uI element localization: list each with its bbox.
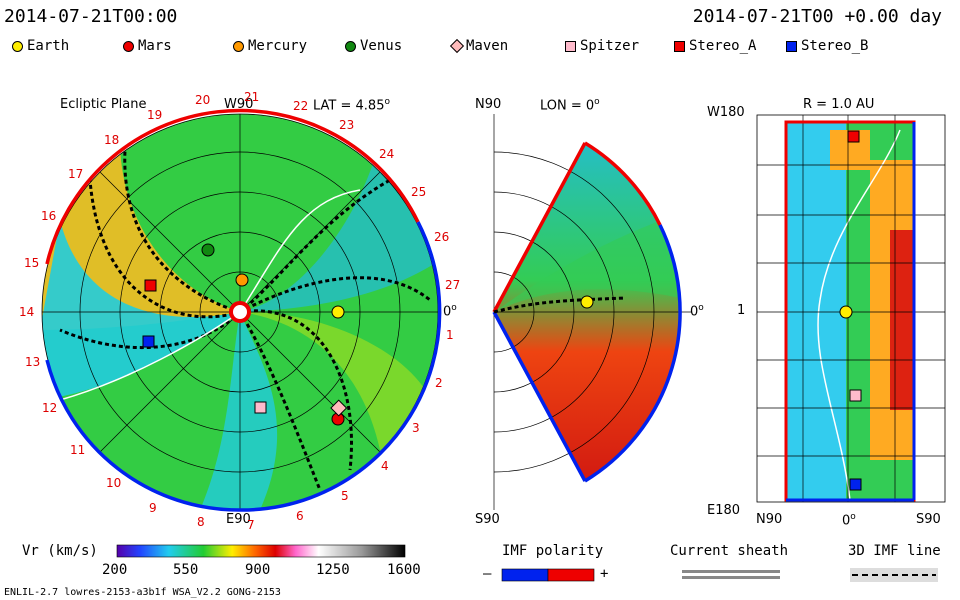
rotation-label: 25 — [411, 185, 427, 199]
spitzer-marker-icon — [565, 40, 576, 52]
radial-x-label-0: 0o — [842, 512, 856, 529]
rotation-label: 6 — [296, 509, 304, 523]
radial-bottom-left-label: E180 — [707, 503, 741, 518]
legend-item-spitzer: Spitzer — [565, 38, 639, 54]
legend-label: Spitzer — [580, 38, 640, 54]
legend-item-earth: Earth — [12, 38, 69, 54]
imf-polarity-label: IMF polarity — [502, 543, 604, 559]
ecliptic-bottom-label: E90 — [226, 512, 251, 527]
legend-item-mars: Mars — [123, 38, 172, 54]
colorbar-tick: 1600 — [387, 562, 421, 578]
legend-label: Stereo_A — [689, 38, 757, 54]
ecliptic-right-label: 0o — [443, 303, 457, 320]
colorbar-tick: 550 — [173, 562, 199, 578]
legend-label: Venus — [360, 38, 403, 54]
rotation-label: 7 — [247, 518, 255, 532]
model-time: 2014-07-21T00 +0.00 day — [692, 6, 942, 27]
rotation-label: 22 — [293, 99, 309, 113]
radial-x-label-n90: N90 — [756, 512, 783, 527]
rotation-label: 2 — [435, 376, 443, 390]
rotation-label: 23 — [339, 118, 355, 132]
rotation-label: 11 — [70, 443, 86, 457]
legend-item-mercury: Mercury — [233, 38, 307, 54]
rotation-label: 27 — [445, 278, 461, 292]
model-info: ENLIL-2.7 lowres-2153-a3b1f WSA_V2.2 GON… — [4, 587, 281, 598]
rotation-label: 5 — [341, 489, 349, 503]
meridional-right-label: 0o — [690, 303, 704, 320]
meridional-lon-label: LON = 0o — [540, 97, 600, 114]
legend-item-venus: Venus — [345, 38, 402, 54]
rotation-label: 16 — [41, 209, 57, 223]
imf-3d-label: 3D IMF line — [848, 543, 941, 559]
rotation-label: 10 — [106, 476, 122, 490]
colorbar-tick: 900 — [245, 562, 271, 578]
ecliptic-top-label: W90 — [224, 97, 254, 112]
ecliptic-lat-label: LAT = 4.85o — [313, 97, 390, 114]
colorbar-tick: 200 — [102, 562, 128, 578]
radial-x-label-s90: S90 — [916, 512, 941, 527]
rotation-label: 1 — [446, 328, 454, 342]
current-sheath-label: Current sheath — [670, 543, 789, 559]
radial-r-label: R = 1.0 AU — [803, 97, 875, 112]
mercury-marker-icon — [233, 40, 244, 52]
rotation-label: 8 — [197, 515, 205, 529]
meridional-top-label: N90 — [475, 97, 502, 112]
rotation-label: 12 — [42, 401, 58, 415]
rotation-label: 18 — [104, 133, 120, 147]
legend-item-maven: Maven — [449, 38, 509, 54]
legend-label: Maven — [466, 38, 509, 54]
rotation-label: 26 — [434, 230, 450, 244]
ecliptic-title: Ecliptic Plane — [60, 97, 147, 112]
rotation-label: 4 — [381, 459, 389, 473]
rotation-label: 14 — [19, 305, 35, 319]
rotation-label: 9 — [149, 501, 157, 515]
rotation-label: 19 — [147, 108, 163, 122]
rotation-label: 3 — [412, 421, 420, 435]
legend-label: Stereo_B — [801, 38, 869, 54]
rotation-label: 13 — [25, 355, 41, 369]
rotation-label: 24 — [379, 147, 395, 161]
imf-polarity-plus: + — [600, 566, 609, 582]
radial-mid-left-label: 1 — [737, 303, 746, 318]
radial-top-left-label: W180 — [707, 105, 745, 120]
mars-marker-icon — [123, 40, 134, 52]
stereo_b-marker-icon — [786, 40, 797, 52]
colorbar-label: Vr (km/s) — [22, 543, 98, 559]
legend-label: Mars — [138, 38, 172, 54]
stereo_a-marker-icon — [674, 40, 685, 52]
legend-label: Earth — [27, 38, 70, 54]
rotation-label: 15 — [24, 256, 40, 270]
rotation-label: 17 — [68, 167, 84, 181]
legend-label: Mercury — [248, 38, 308, 54]
meridional-bottom-label: S90 — [475, 512, 500, 527]
imf-polarity-minus: – — [483, 566, 492, 582]
legend-item-stereo_a: Stereo_A — [674, 38, 756, 54]
colorbar-tick: 1250 — [316, 562, 350, 578]
venus-marker-icon — [345, 40, 356, 52]
legend-item-stereo_b: Stereo_B — [786, 38, 868, 54]
rotation-label: 20 — [195, 93, 211, 107]
earth-marker-icon — [12, 40, 23, 52]
timestamp: 2014-07-21T00:00 — [4, 6, 178, 27]
rotation-label: 21 — [244, 90, 260, 104]
